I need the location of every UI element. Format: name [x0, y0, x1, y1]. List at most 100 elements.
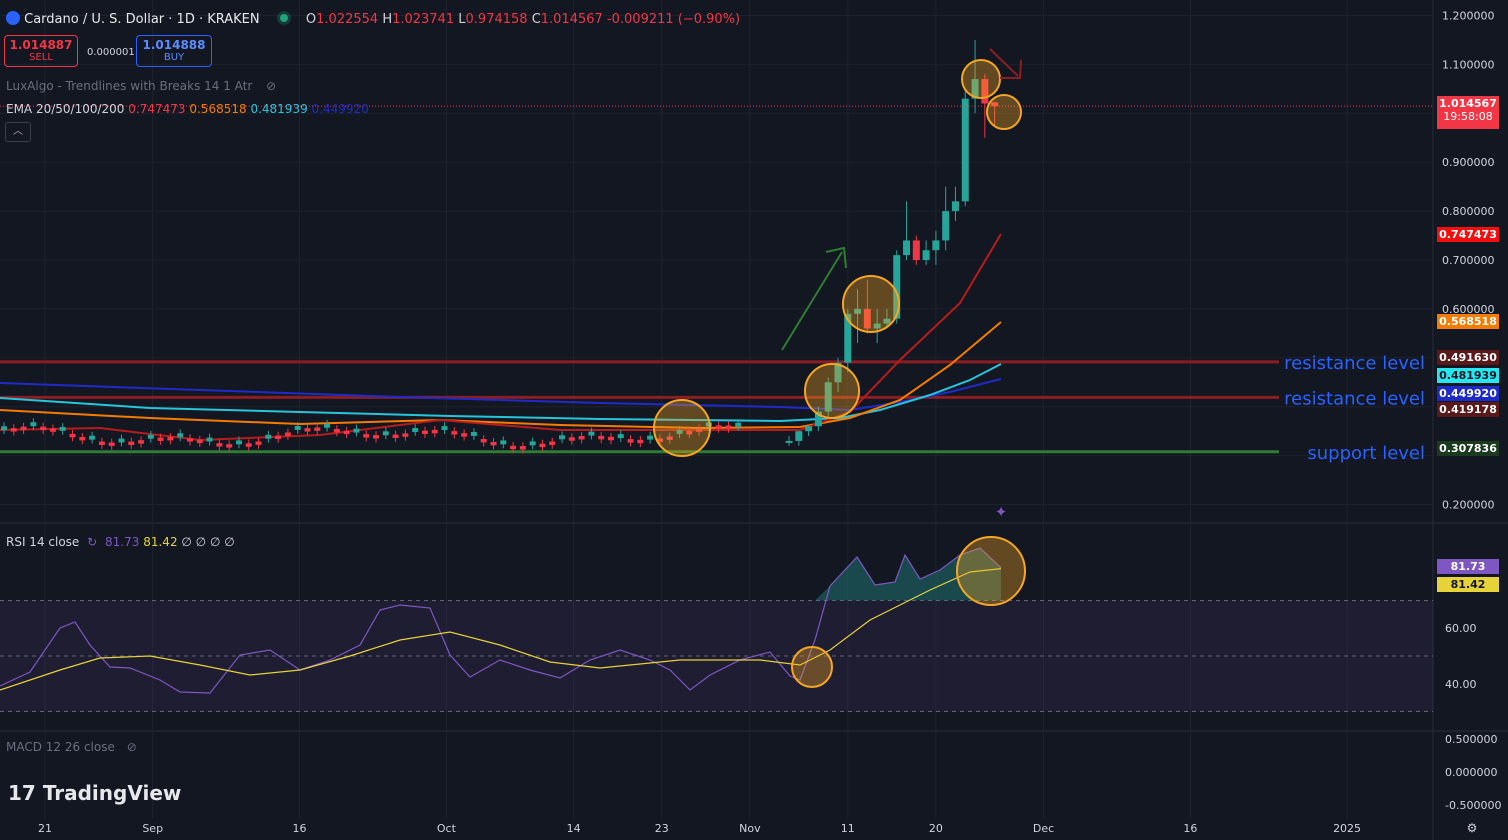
highlight-circle [842, 275, 900, 333]
candle-body [932, 240, 940, 251]
macd-hidden-eye-icon[interactable]: ⊘ [126, 740, 137, 754]
candle-body [245, 443, 252, 447]
rsi-ma-tag: 81.42 [1437, 577, 1499, 592]
rsi-empty-values: ∅ ∅ ∅ ∅ [181, 535, 235, 549]
ema100-line [0, 363, 1002, 423]
candle-body [814, 411, 822, 427]
candle-body [715, 425, 722, 429]
rsi-refresh-icon[interactable]: ↻ [87, 535, 98, 549]
sell-price: 1.014887 [9, 38, 73, 52]
candle-body [598, 435, 605, 440]
candle-body [128, 441, 135, 446]
tradingview-logo: 17 TradingView [8, 781, 181, 805]
candle-body [412, 428, 419, 432]
rsi-ma-value: 81.42 [143, 535, 178, 549]
ohlc-open: 1.022554 [316, 12, 379, 27]
rsi-legend[interactable]: RSI 14 close ↻ 81.73 81.42 ∅ ∅ ∅ ∅ [6, 535, 235, 549]
buy-button[interactable]: 1.014888 BUY [136, 35, 212, 67]
ema20-value: 0.747473 [128, 102, 186, 116]
candle-body [431, 429, 438, 434]
candle-body [421, 430, 428, 435]
date-tick-label: Nov [739, 822, 761, 835]
candle-body [304, 428, 311, 432]
candle-body [147, 434, 154, 439]
price-tick-label: 1.100000 [1442, 58, 1495, 71]
candle-body [893, 255, 901, 319]
sparkle-icon: ✦ [995, 503, 1008, 521]
rsi-label: RSI 14 close [6, 535, 80, 549]
ohlc-high-label: H [382, 12, 393, 27]
candle-body [353, 428, 360, 433]
candle-body [1, 426, 7, 431]
ema200-line [0, 378, 1002, 412]
candle-body [647, 435, 654, 440]
ema20-tag: 0.747473 [1437, 227, 1499, 242]
candle-body [903, 240, 911, 256]
candle-body [873, 323, 881, 329]
sell-label: SELL [29, 52, 53, 63]
date-tick-label: 16 [1183, 822, 1197, 835]
candle-body [696, 428, 703, 432]
candle-body [30, 422, 37, 427]
uptrend-arrowhead [825, 246, 847, 269]
candle-body [559, 435, 566, 440]
candle-body [157, 437, 164, 441]
date-tick-label: Oct [437, 822, 457, 835]
resistance1-tag: 0.491630 [1437, 350, 1499, 365]
ohlc-high: 1.023741 [392, 12, 455, 27]
price-tick-label: 0.600000 [1442, 303, 1495, 316]
candle-body [971, 79, 979, 99]
rsi-value: 81.73 [105, 535, 140, 549]
buy-price: 1.014888 [142, 38, 206, 52]
date-tick-label: 20 [929, 822, 943, 835]
last-price-tag: 1.014567 19:58:08 [1437, 96, 1499, 129]
candle-body [294, 425, 301, 430]
date-tick-label: Sep [142, 822, 163, 835]
date-tick-label: Dec [1033, 822, 1054, 835]
rsi-tick-label: 60.00 [1445, 622, 1477, 635]
candle-body [785, 440, 793, 443]
sell-button[interactable]: 1.014887 SELL [4, 35, 78, 67]
candle-body [49, 428, 56, 432]
ema20-line [0, 233, 1002, 442]
candle-body [500, 440, 507, 445]
highlight-circle [804, 363, 860, 419]
ohlc-close: 1.014567 -0.009211 (−0.90%) [540, 12, 741, 27]
candle-body [922, 250, 930, 260]
ema-legend[interactable]: EMA 20/50/100/200 0.747473 0.568518 0.48… [6, 102, 369, 116]
ema-label: EMA 20/50/100/200 [6, 102, 125, 116]
rsi-highlight-circle [956, 536, 1026, 606]
support-label: support level [1307, 443, 1425, 464]
hidden-eye-icon[interactable]: ⊘ [266, 79, 277, 93]
candle-body [177, 433, 184, 438]
candle-body [98, 441, 105, 445]
candle-body [226, 444, 233, 448]
uptrend-arrow [781, 251, 843, 351]
rsi-line [0, 547, 1002, 694]
candle-body [539, 443, 546, 448]
ema50-value: 0.568518 [189, 102, 247, 116]
symbol-title[interactable]: Cardano / U. S. Dollar · 1D · KRAKEN [24, 12, 260, 27]
candle-body [863, 308, 871, 329]
ema200-tag: 0.449920 [1437, 386, 1499, 401]
candle-body [844, 313, 852, 363]
macd-legend[interactable]: MACD 12 26 close ⊘ [6, 740, 137, 754]
candle-body [382, 431, 389, 436]
candle-body [441, 426, 448, 431]
candle-body [805, 426, 813, 432]
candle-body [451, 431, 458, 435]
candle-body [314, 427, 321, 431]
candle-body [10, 428, 17, 432]
brand-name: TradingView [42, 781, 182, 805]
cardano-icon [6, 11, 20, 25]
candle-body [824, 382, 832, 412]
collapse-legend-button[interactable]: ︿ [5, 122, 31, 142]
down-arrowhead [1000, 59, 1022, 79]
candle-body [69, 433, 76, 438]
trendlines-legend[interactable]: LuxAlgo - Trendlines with Breaks 14 1 At… [6, 79, 276, 93]
highlight-circle [961, 59, 1001, 99]
candle-body [627, 439, 634, 443]
resistance-label-1: resistance level [1284, 353, 1425, 374]
candle-body [529, 441, 536, 446]
